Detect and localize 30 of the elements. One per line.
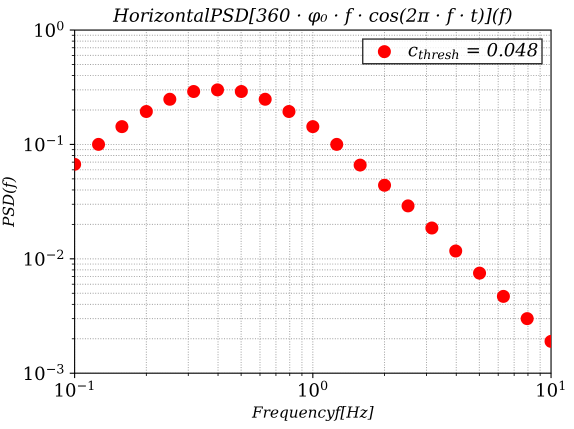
point	[378, 178, 392, 192]
point	[115, 120, 128, 134]
point	[449, 244, 462, 258]
y-tick-label: 10$^{−2}$	[24, 250, 64, 266]
x-tick-label: 10$^{0}$	[299, 380, 328, 397]
point	[258, 92, 272, 106]
point	[402, 199, 415, 212]
point	[163, 92, 176, 106]
point	[330, 138, 344, 151]
point	[354, 158, 367, 172]
point	[425, 221, 438, 234]
x-tick-label: 10$^{−1}$	[56, 380, 94, 397]
y-tick-label: 10$^{−3}$	[24, 364, 64, 380]
point	[140, 105, 153, 118]
point	[92, 138, 106, 151]
y-tick-label: 10$^{0}$	[35, 20, 64, 38]
legend-label: c$_{thresh}$ = 0.048	[408, 42, 538, 60]
point	[211, 83, 224, 96]
y-axis-title: PSD(f)	[2, 177, 18, 228]
point	[473, 266, 486, 280]
point	[306, 120, 320, 134]
point	[520, 312, 534, 326]
point	[282, 105, 296, 118]
point	[187, 85, 200, 98]
chart-title: HorizontalPSD[360 · φ₀ · f · cos(2π · f · t)](f)	[112, 8, 512, 26]
x-tick-label: 10$^{1}$	[537, 380, 565, 397]
point	[234, 85, 248, 98]
point	[496, 290, 510, 303]
y-tick-label: 10$^{−1}$	[24, 135, 63, 152]
x-axis-title: Frequencyf[Hz]	[252, 406, 374, 421]
